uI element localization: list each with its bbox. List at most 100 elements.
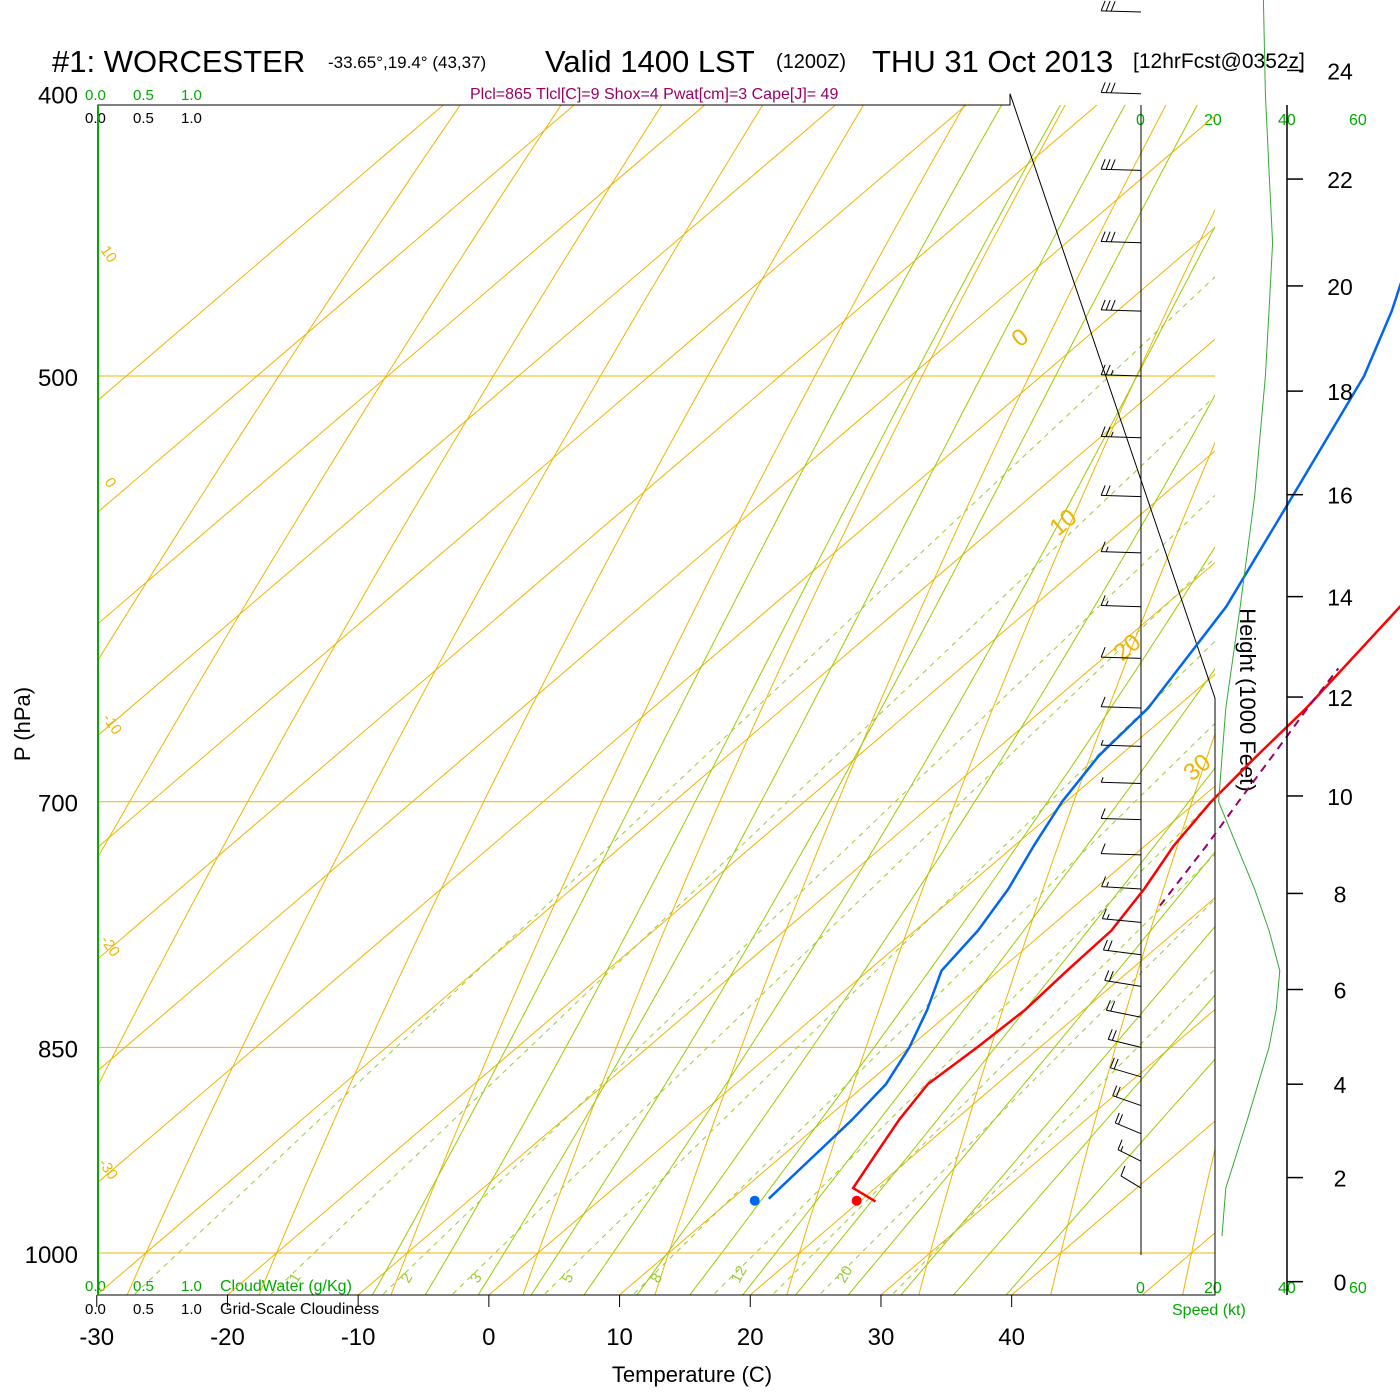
wind-barb xyxy=(1100,739,1142,747)
wind-barb-shaft xyxy=(1101,744,1142,747)
wind-barb-flag xyxy=(1105,0,1111,12)
wind-barb xyxy=(1100,777,1142,785)
mixing-ratio-line xyxy=(771,853,1215,1295)
wind-barb-flag xyxy=(1100,541,1106,552)
pressure-tick-label: 400 xyxy=(38,83,78,110)
dry-adiabat-line xyxy=(126,105,764,1295)
cloud-scale-bottom: 0.0 0.5 1.0 CloudWater (g/Kg) 0.0 0.5 1.… xyxy=(85,1278,379,1318)
wind-barb xyxy=(1114,1112,1142,1135)
wind-barb-flag xyxy=(1100,843,1106,854)
pressure-tick-label: 700 xyxy=(38,791,78,818)
cloud-water-tick: 0.0 xyxy=(85,87,106,104)
isotherm-line xyxy=(98,105,837,736)
wind-barb xyxy=(1100,299,1142,312)
axis-ticks: 2503004005007008501000-30-20-10010203040… xyxy=(25,58,1353,1351)
moist-adiabat-line xyxy=(636,394,1215,1295)
wind-barb-flag xyxy=(1117,1139,1123,1150)
wind-barb-shaft xyxy=(1103,949,1142,956)
moist-adiabat-line xyxy=(847,851,1215,1295)
mixing-ratio-line xyxy=(891,968,1215,1295)
temperature-tick-label: 0 xyxy=(482,1324,495,1351)
temperature-tick-label: 40 xyxy=(998,1324,1025,1351)
wind-barb-flag xyxy=(1100,696,1106,707)
wind-barb-shaft xyxy=(1101,10,1142,13)
wind-barb-flag xyxy=(1100,646,1106,658)
wind-barb xyxy=(1120,1165,1142,1189)
dry-adiabat-line xyxy=(654,105,1167,1295)
isotherm-line xyxy=(488,673,1215,1295)
wind-barb-shaft xyxy=(1101,91,1142,95)
isotherm-line xyxy=(98,105,967,848)
wind-barbs xyxy=(1100,0,1142,1189)
cloud-water-tick: 1.0 xyxy=(181,1278,202,1295)
wind-barb xyxy=(1105,1000,1142,1018)
surface-dewpoint-dot xyxy=(749,1195,760,1206)
wind-barb-half-flag xyxy=(1100,777,1104,783)
height-tick-label: 16 xyxy=(1327,483,1353,509)
cloudiness-tick: 0.0 xyxy=(85,1301,106,1318)
moist-adiabat-line xyxy=(477,105,1126,1295)
height-tick-label: 20 xyxy=(1327,274,1353,300)
dry-adiabat-line xyxy=(918,441,1215,1295)
cloudiness-tick: 0.0 xyxy=(85,110,106,127)
isotherm-line xyxy=(98,105,445,401)
dry-adiabat-line xyxy=(1182,1147,1215,1295)
cloud-scale-top: 0.0 0.5 1.0 0.0 0.5 1.0 xyxy=(85,87,202,127)
mixing-ratio-line xyxy=(818,898,1215,1295)
isotherm-line xyxy=(357,561,1215,1295)
dry-adiabat-line xyxy=(522,105,1066,1295)
wind-speed-tick: 60 xyxy=(1349,112,1367,129)
moist-adiabat-line xyxy=(794,767,1215,1295)
height-tick-label: 14 xyxy=(1327,585,1353,611)
height-axis-label: Height (1000 Feet) xyxy=(1235,608,1260,791)
wind-barb-flag xyxy=(1105,1000,1111,1011)
isotherm-line xyxy=(98,105,575,513)
wind-speed-tick: 20 xyxy=(1204,1280,1222,1297)
wind-speed-label: Speed (kt) xyxy=(1172,1302,1246,1319)
wind-barb-shaft xyxy=(1101,886,1142,890)
cloudiness-tick: 0.5 xyxy=(133,1301,154,1318)
wind-barb-flag xyxy=(1100,299,1106,311)
cloudiness-tick: 0.5 xyxy=(133,110,154,127)
wind-barb-shaft xyxy=(1112,1095,1142,1107)
mixing-ratio-line xyxy=(133,276,1215,1295)
wind-speed-scale: 0 20 40 60 0 20 40 60 Speed (kt) xyxy=(1136,112,1367,1319)
zulu-time: (1200Z) xyxy=(776,51,846,73)
isotherm-line xyxy=(98,105,1098,960)
wind-barb-half-flag xyxy=(1110,369,1114,376)
y-axis-label: P (hPa) xyxy=(10,687,35,761)
temperature-tick-label: -30 xyxy=(79,1324,114,1351)
wind-barb xyxy=(1100,231,1142,244)
wind-speed-tick: 60 xyxy=(1349,1280,1367,1297)
wind-barb-half-flag xyxy=(1110,431,1114,438)
wind-barb-shaft xyxy=(1101,817,1142,821)
dry-adiabat-line xyxy=(390,105,965,1295)
wind-barb xyxy=(1100,426,1142,439)
wind-barb-flag xyxy=(1110,231,1116,242)
pressure-tick-label: 1000 xyxy=(25,1242,78,1269)
wind-speed-line xyxy=(1218,0,1281,1237)
plot-frame xyxy=(97,93,1216,1296)
isotherm-line xyxy=(98,105,706,625)
wind-barb-shaft xyxy=(1102,918,1142,923)
wind-barb-flag xyxy=(1100,0,1106,12)
wind-barb xyxy=(1101,876,1142,890)
wind-barb xyxy=(1100,364,1142,377)
wind-barb-shaft xyxy=(1120,1175,1142,1189)
cloud-water-label: CloudWater (g/Kg) xyxy=(220,1278,352,1295)
height-tick-label: 8 xyxy=(1334,881,1347,907)
dewpoint-profile xyxy=(767,281,1400,1200)
mixing-ratio-label: 8 xyxy=(647,1270,666,1286)
isotherm-line xyxy=(226,450,1215,1295)
forecast-info: [12hrFcst@0352z] xyxy=(1133,50,1305,73)
wind-barb-flag xyxy=(1112,1085,1118,1096)
mixing-ratio-label: 5 xyxy=(559,1270,578,1286)
wind-barb-flag xyxy=(1109,1057,1115,1068)
wind-barb xyxy=(1100,485,1142,498)
wind-barb-shaft xyxy=(1101,241,1142,244)
wind-barb-flag xyxy=(1100,231,1106,242)
wind-speed-profile xyxy=(1218,0,1281,1237)
wind-barb-flag xyxy=(1101,876,1107,887)
wind-barb-flag xyxy=(1100,364,1106,375)
